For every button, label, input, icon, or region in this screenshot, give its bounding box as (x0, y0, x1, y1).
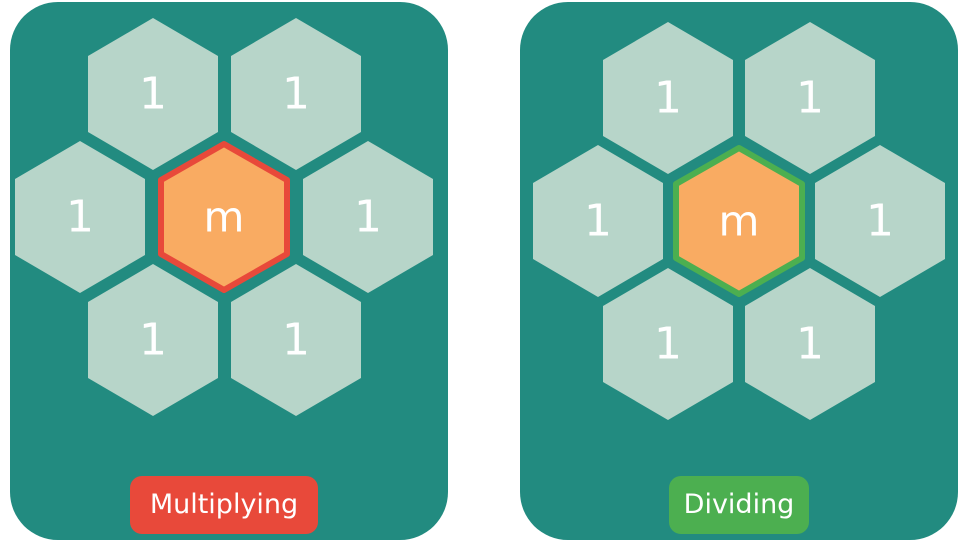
hex-bottom-left-shape (88, 264, 218, 416)
hex-top-left-value: 1 (654, 73, 682, 124)
hex-middle-left-value: 1 (584, 196, 612, 247)
hex-cluster-dividing: 1 1 1 m 1 1 1 (533, 22, 945, 420)
hex-top-right-shape (231, 18, 361, 170)
hex-middle-right-shape (303, 141, 433, 293)
hex-bottom-left: 1 (88, 264, 218, 416)
hex-center: m (158, 141, 290, 293)
hex-center-value: m (719, 197, 760, 246)
hex-top-left-shape (603, 22, 733, 174)
hex-center-shape (673, 145, 805, 297)
hex-top-right: 1 (231, 18, 361, 170)
hex-bottom-left-value: 1 (654, 319, 682, 370)
hex-bottom-right-value: 1 (282, 315, 310, 366)
hex-top-left-shape (88, 18, 218, 170)
hex-cluster-multiplying: 1 1 1 m 1 1 1 (15, 18, 433, 416)
hex-bottom-right-value: 1 (796, 319, 824, 370)
hex-middle-right-value: 1 (866, 196, 894, 247)
hex-middle-left-shape (533, 145, 663, 297)
hex-middle-right-shape (815, 145, 945, 297)
hex-middle-right: 1 (815, 145, 945, 297)
hex-top-right: 1 (745, 22, 875, 174)
hex-middle-left-shape (15, 141, 145, 293)
hex-bottom-left-shape (603, 268, 733, 420)
dividing-panel: 1 1 1 m 1 1 1 (520, 2, 958, 540)
hex-middle-left: 1 (533, 145, 663, 297)
hex-top-left-value: 1 (139, 69, 167, 120)
hex-center-value: m (204, 193, 245, 242)
hex-top-right-value: 1 (282, 69, 310, 120)
hex-top-left: 1 (603, 22, 733, 174)
hex-bottom-left: 1 (603, 268, 733, 420)
hex-top-left: 1 (88, 18, 218, 170)
multiplying-label: Multiplying (130, 476, 318, 534)
hex-bottom-right: 1 (745, 268, 875, 420)
hex-top-right-value: 1 (796, 73, 824, 124)
hex-middle-right: 1 (303, 141, 433, 293)
hex-bottom-right-shape (745, 268, 875, 420)
hex-middle-left-value: 1 (66, 192, 94, 243)
hex-middle-left: 1 (15, 141, 145, 293)
hex-top-right-shape (745, 22, 875, 174)
hex-middle-right-value: 1 (354, 192, 382, 243)
hex-bottom-right: 1 (231, 264, 361, 416)
hex-bottom-right-shape (231, 264, 361, 416)
hex-bottom-left-value: 1 (139, 315, 167, 366)
hex-center: m (673, 145, 805, 297)
multiplying-panel: 1 1 1 m 1 1 1 (10, 2, 448, 540)
dividing-label: Dividing (669, 476, 809, 534)
hex-center-shape (158, 141, 290, 293)
